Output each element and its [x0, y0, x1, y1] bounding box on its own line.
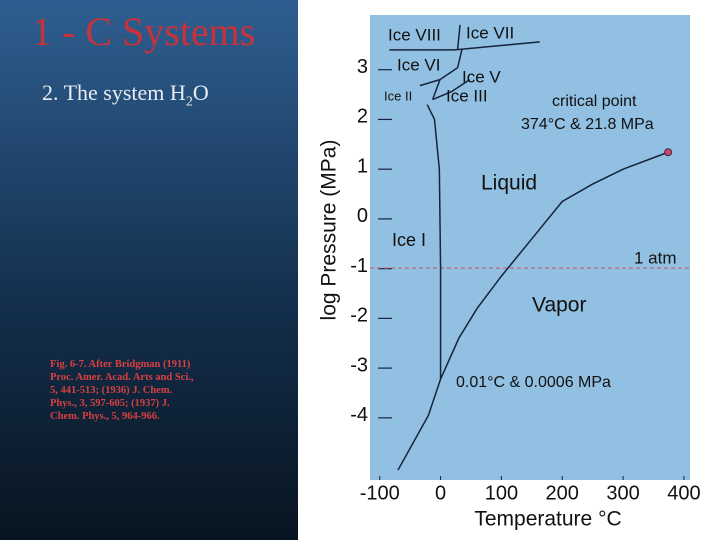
chart: log Pressure (MPa) Temperature °C 3 2 1 0 -1… — [318, 15, 701, 531]
y-tick-label: 0 — [357, 205, 368, 227]
phase-boundary — [389, 41, 540, 51]
phase-boundary — [397, 378, 442, 471]
x-tick-label: 300 — [606, 482, 639, 504]
phase-boundary — [426, 104, 442, 380]
subtitle-text: 2. The system H — [42, 80, 186, 105]
phase-boundary — [431, 49, 463, 100]
subtitle-text: O — [192, 80, 209, 105]
x-tick-label: 200 — [546, 482, 579, 504]
phase-boundary — [439, 151, 669, 380]
left-panel: 1 - C Systems 2. The system H2O Fig. 6-7… — [0, 0, 298, 540]
y-tick-label: -3 — [350, 354, 368, 376]
y-tick-label: -2 — [350, 305, 368, 327]
y-axis-label: log Pressure (MPa) — [318, 140, 341, 321]
annotation: 0.01°C & 0.0006 MPa — [456, 374, 611, 391]
slide-title: 1 - C Systems — [32, 9, 256, 54]
x-tick-label: 100 — [485, 482, 518, 504]
annotation: Ice V — [462, 67, 501, 86]
x-axis-label: Temperature °C — [474, 508, 621, 531]
y-tick-label: 2 — [357, 106, 368, 128]
y-tick-label: 3 — [357, 56, 368, 78]
annotation: Liquid — [481, 172, 537, 195]
y-tick-label: -4 — [350, 404, 368, 426]
x-tick-label: -100 — [360, 482, 400, 504]
annotation: critical point — [552, 93, 637, 110]
annotation: 374°C & 21.8 MPa — [521, 116, 654, 133]
annotation: Ice I — [392, 230, 426, 250]
annotation: Ice VII — [466, 23, 514, 42]
annotation: Ice II — [384, 88, 412, 103]
x-tick-label: 400 — [667, 482, 700, 504]
y-tick-label: 1 — [357, 155, 368, 177]
caption: Fig. 6-7. After Bridgman (1911) Proc. Am… — [50, 359, 194, 422]
plot-area — [370, 15, 690, 480]
subtitle-subscript: 2 — [185, 94, 193, 110]
phase-boundary — [419, 78, 441, 87]
phase-boundary — [432, 79, 471, 101]
annotation: Ice III — [446, 86, 488, 105]
annotation: Vapor — [532, 294, 586, 317]
x-tick-label: 0 — [435, 482, 446, 504]
phase-boundary — [456, 24, 461, 50]
annotation: Ice VI — [397, 55, 440, 74]
slide-subtitle: 2. The system H2O — [42, 80, 209, 110]
annotation: Ice VIII — [388, 25, 441, 44]
critical-point — [664, 148, 673, 157]
y-tick-label: -1 — [350, 255, 368, 277]
annotation: 1 atm — [634, 248, 677, 267]
